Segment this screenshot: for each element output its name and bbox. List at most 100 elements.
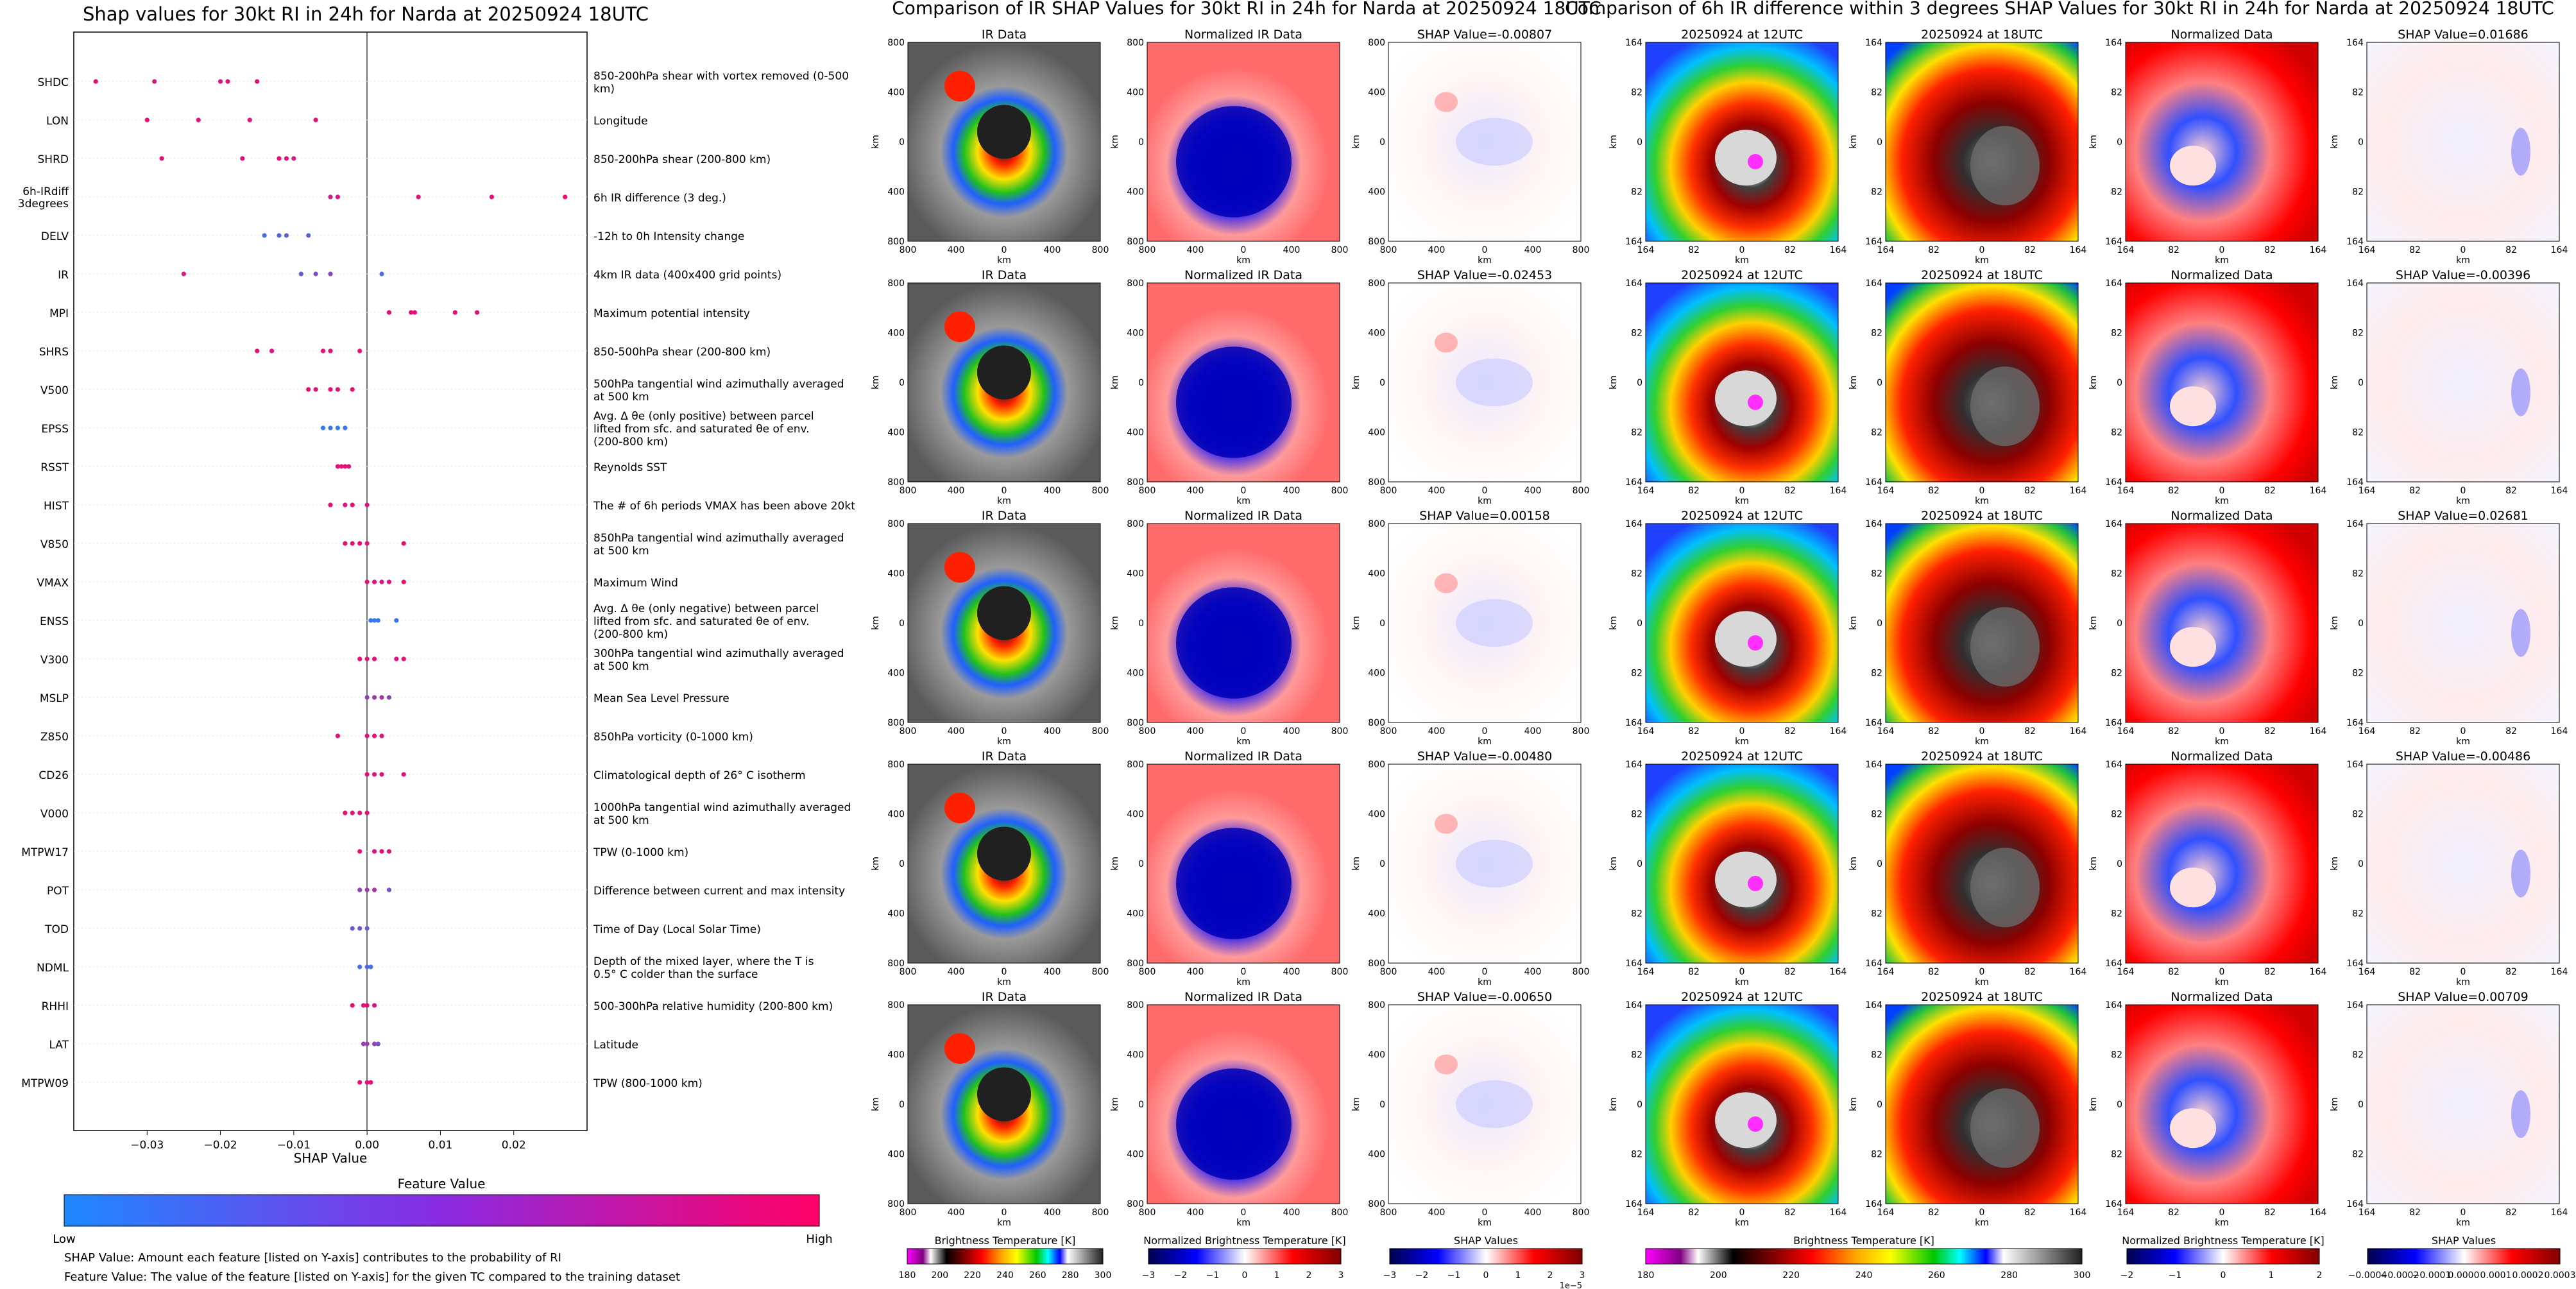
feature-description-label: 850hPa tangential wind azimuthally avera… <box>593 532 844 558</box>
y-tick-label: 800 <box>887 1199 905 1209</box>
shap-point <box>371 656 377 662</box>
y-tick-label: 164 <box>1865 38 1882 48</box>
feature-description-label: 6h IR difference (3 deg.) <box>593 192 726 205</box>
y-tick-label: 82 <box>1871 909 1882 919</box>
y-tick-label: 400 <box>887 810 905 820</box>
x-tick-label: 0 <box>1979 486 1985 496</box>
x-tick-label: 400 <box>1428 1208 1446 1218</box>
x-axis-label: km <box>1735 1218 1749 1228</box>
y-tick-label: 800 <box>1368 760 1385 770</box>
colorbar-tick-label: −0.0001 <box>2412 1270 2452 1281</box>
x-tick-label: 82 <box>1688 245 1700 255</box>
colorbar-label: SHAP Values <box>2432 1234 2496 1247</box>
colorbar-tick-label: 0.0001 <box>2480 1270 2512 1281</box>
panel-title: 20250924 at 18UTC <box>1921 749 2043 764</box>
shap-point <box>159 156 164 161</box>
shap-point <box>368 1080 373 1085</box>
shap-point <box>255 348 260 354</box>
feature-name-label: V000 <box>40 808 69 821</box>
x-tick-label: 82 <box>2024 245 2036 255</box>
y-tick-label: 164 <box>1625 718 1642 728</box>
y-tick-label: 800 <box>1127 1000 1144 1011</box>
shap-point <box>328 502 333 508</box>
y-tick-label: 0 <box>899 619 905 629</box>
feature-name-label: SHRS <box>39 346 69 359</box>
y-tick-label: 800 <box>1368 237 1385 247</box>
feature-name-label: V300 <box>40 654 69 667</box>
shap-point <box>386 849 392 854</box>
shap-point <box>364 772 370 777</box>
y-tick-label: 164 <box>1625 1199 1642 1209</box>
colorbar-tick-label: −0.0004 <box>2348 1270 2387 1281</box>
feature-description-label: -12h to 0h Intensity change <box>593 230 744 243</box>
cold-region <box>1176 828 1292 939</box>
shap-xtick-label: −0.03 <box>130 1139 164 1152</box>
x-tick-label: 400 <box>948 967 965 977</box>
x-tick-label: 400 <box>1283 1208 1301 1218</box>
x-tick-label: 82 <box>1928 245 1940 255</box>
y-tick-label: 0 <box>1637 1100 1642 1110</box>
x-tick-label: 82 <box>2264 726 2276 737</box>
x-axis-label: km <box>1478 496 1492 506</box>
heatmap-panel: Normalized Data1641648282008282164164kmk… <box>2088 509 2326 747</box>
y-tick-label: 800 <box>1127 1199 1144 1209</box>
shap-summary-title: Shap values for 30kt RI in 24h for Narda… <box>83 3 649 25</box>
shap-feature <box>1456 358 1533 407</box>
panel-title: SHAP Value=0.00158 <box>1419 509 1550 523</box>
heatmap-panel: 20250924 at 12UTC1641648282008282164164k… <box>1608 749 1847 987</box>
colorbar-tick-label: 200 <box>1710 1270 1727 1281</box>
shap-point <box>371 1003 377 1008</box>
x-tick-label: 82 <box>2505 245 2517 255</box>
shap-point <box>394 618 399 623</box>
shap-point <box>313 117 318 123</box>
y-tick-label: 164 <box>2346 237 2364 247</box>
x-axis-label: km <box>997 496 1011 506</box>
y-tick-label: 0 <box>1138 378 1144 388</box>
warm-region <box>2170 146 2216 186</box>
y-tick-label: 82 <box>1871 329 1882 339</box>
y-tick-label: 400 <box>1127 88 1144 98</box>
heatmap-panel: SHAP Value=-0.00650800800400400004004008… <box>1351 990 1589 1228</box>
shap-point <box>357 1080 363 1085</box>
storm-eye <box>977 826 1031 881</box>
x-tick-label: 0 <box>1482 726 1488 737</box>
shap-feature <box>1435 814 1458 834</box>
shap-point <box>401 579 406 585</box>
shap-point <box>357 964 363 969</box>
y-tick-label: 164 <box>2105 1199 2122 1209</box>
x-tick-label: 82 <box>2409 967 2421 977</box>
colorbar-tick-label: 0.0002 <box>2512 1270 2544 1281</box>
x-axis-label: km <box>1975 977 1989 987</box>
cloud-top <box>1970 366 2040 447</box>
x-tick-label: 400 <box>1524 1208 1542 1218</box>
heatmap-panel: Normalized Data1641648282008282164164kmk… <box>2088 990 2326 1228</box>
feature-description-label: Difference between current and max inten… <box>593 885 845 898</box>
shap-point <box>247 117 252 123</box>
feature-name-label: EPSS <box>41 423 69 436</box>
feature-description-label: 4km IR data (400x400 grid points) <box>593 269 781 282</box>
feature-description-label: TPW (0-1000 km) <box>593 846 688 859</box>
colorbar-tick-label: −2 <box>1415 1270 1429 1281</box>
x-tick-label: 0 <box>2219 1208 2225 1218</box>
shap-point <box>357 541 363 546</box>
colorbar: SHAP Values −3 −2 −1 0 1 2 31e−5 <box>1383 1234 1585 1289</box>
x-axis-label: km <box>997 1218 1011 1228</box>
x-tick-label: 0 <box>1739 245 1745 255</box>
warm-region <box>2170 867 2216 908</box>
colorbar-tick-label: 280 <box>1062 1270 1079 1281</box>
x-tick-label: 800 <box>1092 726 1109 737</box>
y-tick-label: 400 <box>1368 810 1385 820</box>
y-tick-label: 800 <box>1368 477 1385 488</box>
feature-name-label: VMAX <box>37 577 69 590</box>
shap-point <box>371 579 377 585</box>
x-tick-label: 82 <box>1928 967 1940 977</box>
shap-point <box>255 79 260 84</box>
shap-point <box>368 964 373 969</box>
x-axis-label: km <box>2456 737 2470 747</box>
shap-point <box>277 156 282 161</box>
shap-point <box>335 387 341 392</box>
y-tick-label: 400 <box>1368 428 1385 438</box>
feature-description-label: Climatological depth of 26° C isotherm <box>593 769 806 782</box>
panel-title: Normalized Data <box>2171 990 2273 1004</box>
colorbar-tick-label: 2 <box>1306 1270 1312 1281</box>
